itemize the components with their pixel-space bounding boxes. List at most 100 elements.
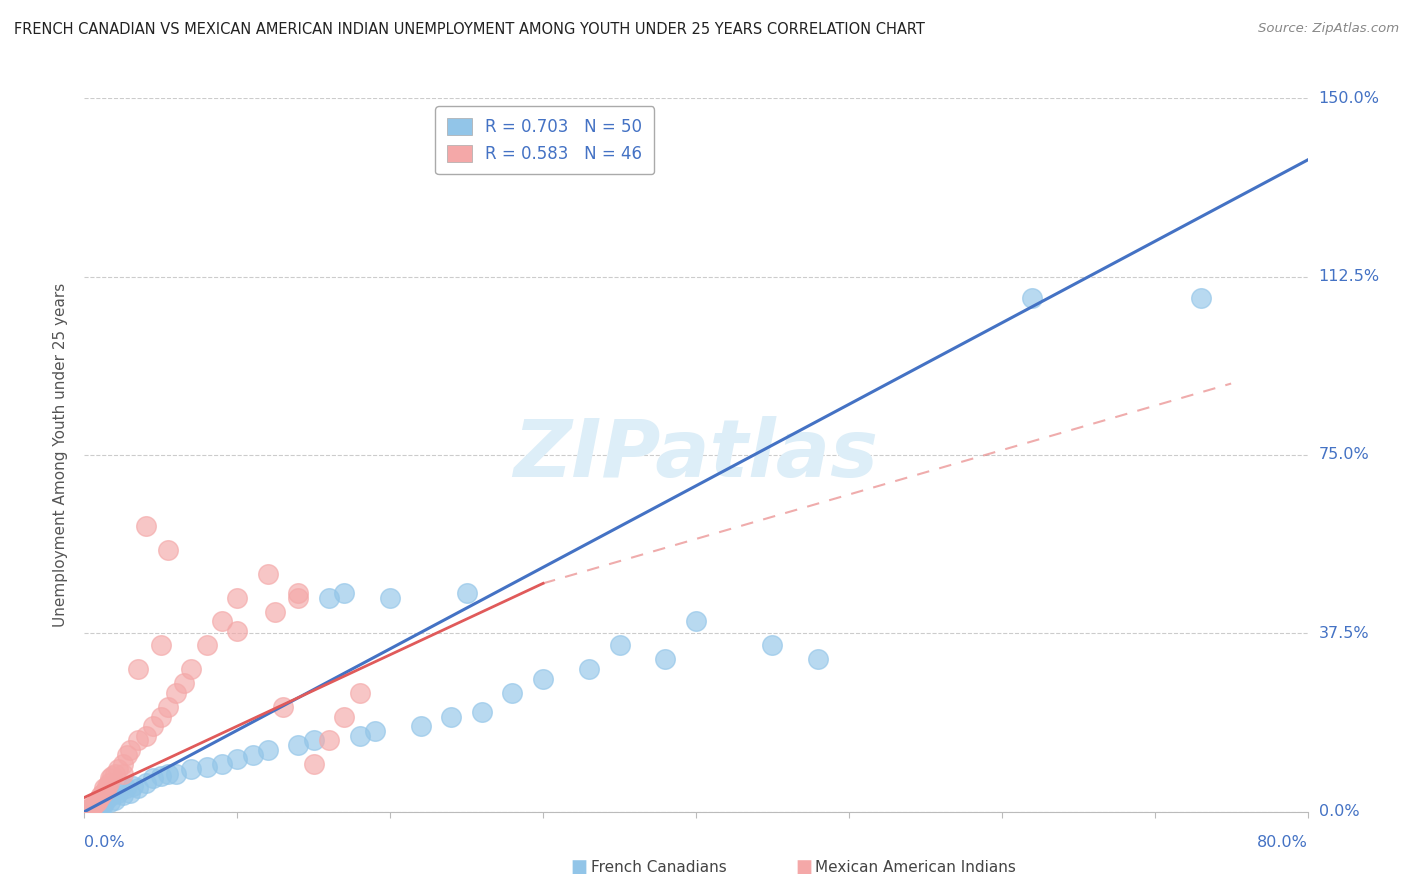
Y-axis label: Unemployment Among Youth under 25 years: Unemployment Among Youth under 25 years — [53, 283, 69, 627]
Point — [226, 752, 249, 766]
Point — [807, 652, 830, 666]
Text: FRENCH CANADIAN VS MEXICAN AMERICAN INDIAN UNEMPLOYMENT AMONG YOUTH UNDER 25 YEA: FRENCH CANADIAN VS MEXICAN AMERICAN INDI… — [14, 22, 925, 37]
Point — [333, 709, 356, 723]
Text: ZIPatlas: ZIPatlas — [513, 416, 879, 494]
Point — [135, 729, 157, 743]
Point — [180, 762, 202, 776]
Point — [257, 743, 280, 757]
Text: 112.5%: 112.5% — [1319, 269, 1379, 284]
Point — [80, 802, 103, 816]
Point — [94, 793, 117, 807]
Point — [157, 766, 180, 780]
Point — [127, 733, 149, 747]
Point — [264, 605, 287, 619]
Point — [364, 723, 387, 738]
Point — [654, 652, 676, 666]
Point — [120, 786, 142, 800]
Point — [609, 638, 631, 652]
Point — [111, 766, 134, 780]
Point — [79, 800, 101, 814]
Point — [104, 793, 127, 807]
Point — [111, 788, 134, 802]
Point — [456, 586, 478, 600]
Point — [501, 686, 523, 700]
Point — [380, 591, 402, 605]
Text: 37.5%: 37.5% — [1319, 626, 1369, 640]
Point — [87, 793, 110, 807]
Point — [83, 797, 105, 812]
Point — [91, 786, 114, 800]
Point — [101, 769, 124, 783]
Point — [226, 591, 249, 605]
Point — [195, 759, 218, 773]
Point — [80, 800, 103, 814]
Point — [94, 783, 117, 797]
Point — [157, 700, 180, 714]
Point — [90, 788, 112, 802]
Point — [195, 638, 218, 652]
Point — [471, 705, 494, 719]
Point — [157, 543, 180, 558]
Point — [287, 738, 309, 752]
Point — [333, 586, 356, 600]
Point — [98, 772, 121, 786]
Point — [302, 757, 325, 772]
Point — [97, 776, 120, 790]
Point — [142, 772, 165, 786]
Point — [115, 747, 138, 762]
Point — [114, 780, 136, 795]
Text: ■: ■ — [796, 858, 813, 876]
Point — [104, 766, 127, 780]
Point — [761, 638, 783, 652]
Point — [135, 776, 157, 790]
Text: Source: ZipAtlas.com: Source: ZipAtlas.com — [1258, 22, 1399, 36]
Point — [287, 586, 309, 600]
Point — [180, 662, 202, 676]
Text: Mexican American Indians: Mexican American Indians — [815, 860, 1017, 874]
Point — [226, 624, 249, 638]
Point — [84, 802, 107, 816]
Point — [211, 615, 233, 629]
Point — [96, 779, 118, 793]
Point — [127, 780, 149, 795]
Point — [242, 747, 264, 762]
Point — [173, 676, 195, 690]
Point — [149, 709, 172, 723]
Point — [89, 790, 111, 805]
Text: 75.0%: 75.0% — [1319, 448, 1369, 462]
Point — [86, 800, 108, 814]
Point — [578, 662, 600, 676]
Point — [349, 729, 371, 743]
Legend: R = 0.703   N = 50, R = 0.583   N = 46: R = 0.703 N = 50, R = 0.583 N = 46 — [436, 106, 654, 175]
Text: 0.0%: 0.0% — [1319, 805, 1360, 819]
Point — [349, 686, 371, 700]
Point — [1021, 291, 1043, 305]
Point — [101, 788, 124, 802]
Text: 0.0%: 0.0% — [84, 836, 125, 850]
Point — [318, 591, 340, 605]
Point — [440, 709, 463, 723]
Point — [149, 769, 172, 783]
Point — [77, 802, 100, 816]
Point — [165, 766, 187, 780]
Text: French Canadians: French Canadians — [591, 860, 727, 874]
Point — [318, 733, 340, 747]
Point — [96, 790, 118, 805]
Point — [685, 615, 707, 629]
Point — [127, 662, 149, 676]
Text: ■: ■ — [571, 858, 588, 876]
Point — [107, 762, 129, 776]
Point — [93, 795, 115, 809]
Point — [93, 780, 115, 795]
Point — [302, 733, 325, 747]
Point — [91, 797, 114, 812]
Point — [257, 566, 280, 581]
Point — [135, 519, 157, 533]
Point — [98, 795, 121, 809]
Point — [149, 638, 172, 652]
Point — [165, 686, 187, 700]
Point — [122, 779, 145, 793]
Point — [1189, 291, 1212, 305]
Point — [211, 757, 233, 772]
Point — [271, 700, 294, 714]
